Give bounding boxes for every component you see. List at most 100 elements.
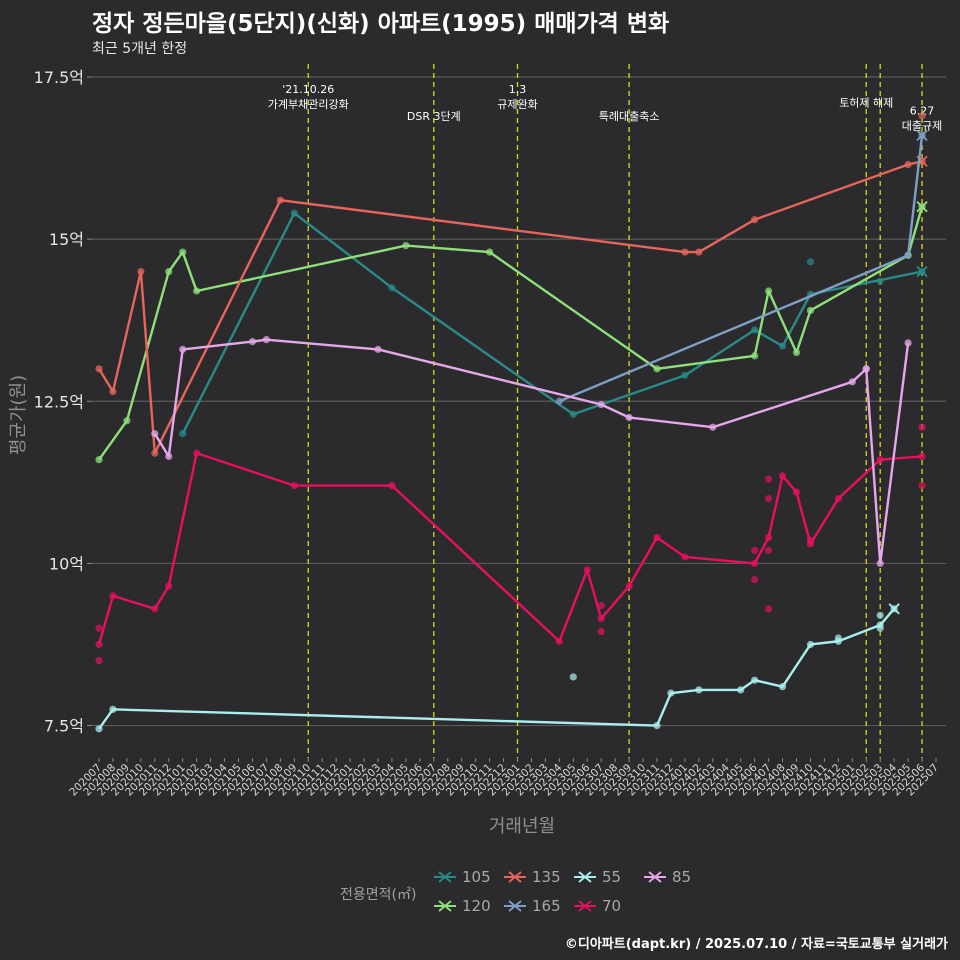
legend: 전용면적(㎡) 105 120 135 165 55 70 85 — [340, 866, 740, 922]
legend-item-70: 70 — [572, 895, 621, 917]
data-point — [695, 248, 703, 256]
legend-key-icon — [574, 900, 596, 912]
data-point — [792, 488, 801, 496]
data-point — [402, 242, 410, 250]
data-point — [109, 592, 117, 600]
data-point — [569, 673, 577, 681]
legend-key-icon — [434, 871, 456, 883]
grid-lines — [92, 76, 946, 727]
legend-item-165: 165 — [502, 895, 561, 917]
event-label: 규제완화 — [497, 98, 537, 111]
data-point — [667, 689, 675, 697]
latest-marker — [916, 265, 928, 278]
legend-label: 105 — [462, 868, 491, 886]
event-label: 대출규제 — [902, 120, 942, 133]
legend-x-marker — [578, 900, 592, 912]
event-label: 특례대출축소 — [599, 110, 660, 123]
series-120 — [95, 201, 928, 464]
data-point — [792, 349, 801, 357]
data-point — [806, 537, 815, 545]
data-point — [778, 472, 787, 480]
data-point — [137, 267, 145, 276]
data-point — [95, 456, 103, 464]
data-point — [179, 430, 187, 438]
data-point — [806, 640, 815, 649]
data-point — [597, 627, 605, 636]
data-point — [751, 216, 759, 224]
data-point — [765, 475, 773, 483]
data-point — [681, 248, 689, 256]
data-point — [276, 196, 284, 204]
series-70 — [95, 423, 926, 665]
y-axis-label: 평균가(원) — [8, 375, 29, 455]
latest-marker — [916, 201, 928, 213]
data-point — [193, 449, 201, 457]
data-point — [751, 576, 759, 584]
data-point — [765, 546, 773, 555]
series-line — [181, 211, 923, 435]
series-85 — [151, 336, 912, 568]
data-point — [555, 637, 563, 645]
legend-x-marker — [578, 871, 592, 883]
data-point — [262, 336, 270, 344]
series-line — [97, 451, 923, 645]
data-point — [109, 387, 117, 396]
legend-x-marker — [508, 871, 522, 883]
legend-label: 55 — [602, 868, 622, 886]
series-135 — [95, 112, 928, 457]
event-label: 6.27 — [910, 105, 935, 118]
y-tick-label: 7.5억 — [44, 717, 84, 736]
data-point — [597, 601, 605, 610]
data-point — [918, 423, 926, 431]
series-line — [153, 338, 910, 565]
data-point — [625, 582, 633, 590]
data-point — [765, 494, 773, 503]
data-point — [765, 605, 773, 613]
data-point — [834, 494, 842, 503]
data-point — [597, 614, 605, 623]
data-point — [918, 112, 926, 120]
y-tick-label: 10억 — [49, 554, 84, 573]
data-point — [653, 533, 661, 542]
legend-label: 120 — [462, 897, 491, 915]
data-point — [653, 721, 661, 730]
legend-item-105: 105 — [432, 866, 491, 888]
legend-key-icon — [504, 900, 526, 912]
data-point — [806, 306, 815, 315]
data-point — [95, 624, 103, 632]
data-point — [374, 345, 382, 353]
latest-marker — [916, 129, 928, 141]
legend-x-marker — [508, 900, 522, 912]
data-point — [179, 345, 187, 353]
legend-x-marker — [438, 871, 452, 883]
data-point — [681, 371, 689, 379]
data-point — [95, 725, 103, 733]
data-point — [751, 546, 759, 555]
data-point — [709, 423, 717, 431]
legend-label: 70 — [602, 897, 622, 915]
data-point — [751, 352, 759, 360]
data-point — [806, 258, 815, 266]
data-point — [876, 624, 884, 632]
data-point — [151, 605, 159, 613]
data-point — [876, 277, 884, 285]
data-point — [95, 657, 103, 665]
y-tick-label: 12.5억 — [34, 392, 84, 411]
chart-subtitle: 최근 5개년 한정 — [92, 41, 188, 57]
series-line — [97, 160, 923, 455]
data-point — [290, 481, 298, 490]
legend-key-icon — [574, 871, 596, 883]
data-point — [555, 397, 563, 405]
event-label: 1.3 — [509, 83, 527, 96]
data-point — [918, 452, 926, 461]
data-point — [151, 449, 159, 457]
legend-item-55: 55 — [572, 866, 621, 888]
y-axis: 7.5억 10억 12.5억 15억 17.5억 — [34, 68, 92, 736]
credit-text: ©디아파트(dapt.kr) / 2025.07.10 / 자료=국토교통부 실… — [564, 937, 948, 952]
data-point — [834, 634, 842, 642]
data-point — [290, 209, 298, 217]
data-point — [751, 676, 759, 684]
legend-label: 165 — [532, 897, 561, 915]
data-point — [695, 686, 703, 694]
